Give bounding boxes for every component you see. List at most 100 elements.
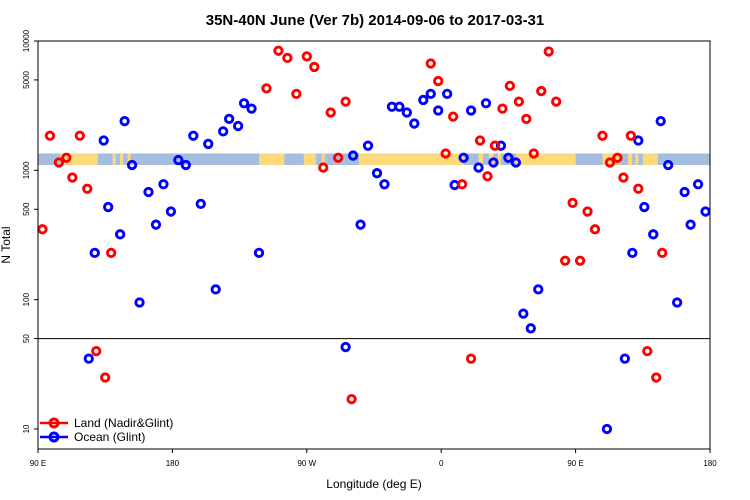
land-point: [53, 157, 65, 168]
land-band-segment: [60, 153, 98, 165]
land-point: [521, 113, 532, 125]
land-band-segment: [478, 153, 484, 165]
ocean-point: [480, 98, 492, 109]
ocean-point: [89, 247, 100, 259]
land-point: [425, 58, 436, 69]
ocean-point: [347, 150, 359, 161]
ocean-point: [685, 219, 696, 230]
ocean-point: [458, 152, 469, 163]
land-point: [589, 224, 601, 235]
ocean-point: [409, 118, 420, 129]
ocean-point: [488, 157, 499, 168]
ocean-point: [173, 154, 184, 166]
legend-marker-land: [48, 417, 60, 429]
ocean-point: [340, 341, 351, 353]
land-point: [433, 75, 444, 87]
legend: Land (Nadir&Glint) Ocean (Glint): [40, 416, 173, 444]
land-band-segment: [515, 153, 576, 165]
land-point: [633, 183, 644, 194]
x-tick-label: 180: [703, 459, 717, 468]
ocean-point: [371, 168, 383, 179]
ocean-point: [619, 353, 631, 364]
ocean-point: [433, 105, 444, 116]
land-point: [497, 103, 508, 114]
ocean-point: [663, 159, 674, 171]
ocean-point: [223, 113, 235, 125]
land-point: [574, 255, 586, 266]
land-point: [465, 353, 477, 364]
land-point: [82, 183, 93, 194]
land-point: [489, 140, 501, 151]
y-tick-label: 5000: [22, 70, 31, 88]
ocean-point: [158, 179, 169, 190]
land-point: [74, 130, 85, 141]
ocean-point: [134, 297, 145, 308]
land-point: [273, 45, 284, 56]
x-tick-label: 180: [166, 459, 180, 468]
axes: 90 E 180 90 W 0 90 E 180 10 50 100 500 1000 5000 100…: [22, 29, 717, 468]
land-point: [340, 96, 351, 107]
ocean-point: [679, 186, 690, 198]
land-point: [618, 172, 629, 183]
land-band-segment: [321, 153, 325, 165]
legend-marker-ocean: [48, 431, 60, 443]
land-point: [559, 255, 571, 266]
land-point: [482, 171, 493, 182]
land-point: [346, 394, 357, 405]
ocean-point: [442, 88, 453, 100]
ocean-point: [143, 186, 154, 198]
land-point: [567, 197, 578, 209]
ocean-point: [238, 98, 250, 109]
y-tick-label: 10: [22, 424, 31, 433]
x-tick-label: 90 E: [567, 459, 583, 468]
ocean-point: [180, 159, 191, 171]
land-point: [513, 96, 525, 107]
ocean-point: [692, 179, 704, 190]
x-tick-label: 90 W: [297, 459, 316, 468]
x-axis-label: Longitude (deg E): [326, 477, 421, 491]
land-point: [551, 96, 562, 107]
land-point: [37, 224, 48, 235]
land-point: [657, 247, 668, 259]
ocean-point: [627, 247, 638, 259]
land-band-segment: [635, 153, 639, 165]
ocean-point: [525, 323, 536, 334]
ocean-point: [639, 201, 650, 213]
land-band-segment: [303, 153, 316, 165]
ocean-point: [394, 101, 405, 112]
land-point: [597, 130, 608, 141]
ocean-point: [648, 229, 659, 240]
ocean-point: [473, 162, 484, 173]
ocean-point: [362, 140, 374, 151]
land-band-segment: [259, 153, 285, 165]
y-tick-label: 500: [22, 202, 31, 216]
y-tick-label: 100: [22, 292, 31, 306]
ocean-point: [150, 219, 162, 230]
ocean-point: [401, 107, 413, 118]
land-point: [612, 152, 623, 163]
land-point: [309, 61, 320, 73]
land-band-segment: [127, 153, 131, 165]
land-point: [333, 152, 344, 163]
ocean-point: [83, 353, 94, 364]
land-point: [325, 107, 336, 118]
land-point: [447, 111, 459, 122]
land-point: [528, 148, 539, 159]
legend-label-land: Land (Nadir&Glint): [74, 416, 173, 430]
land-point: [61, 152, 72, 163]
land-point: [261, 83, 272, 94]
legend-label-ocean: Ocean (Glint): [74, 430, 145, 444]
ocean-point: [465, 105, 477, 116]
land-band-segment: [627, 153, 633, 165]
ocean-point: [503, 152, 514, 163]
land-point: [474, 135, 486, 146]
land-point: [604, 157, 616, 168]
ocean-point: [510, 157, 522, 168]
land-point: [536, 85, 547, 97]
ocean-point: [671, 297, 683, 308]
ocean-point: [98, 135, 109, 146]
ocean-point: [165, 206, 177, 217]
land-point: [100, 372, 111, 383]
